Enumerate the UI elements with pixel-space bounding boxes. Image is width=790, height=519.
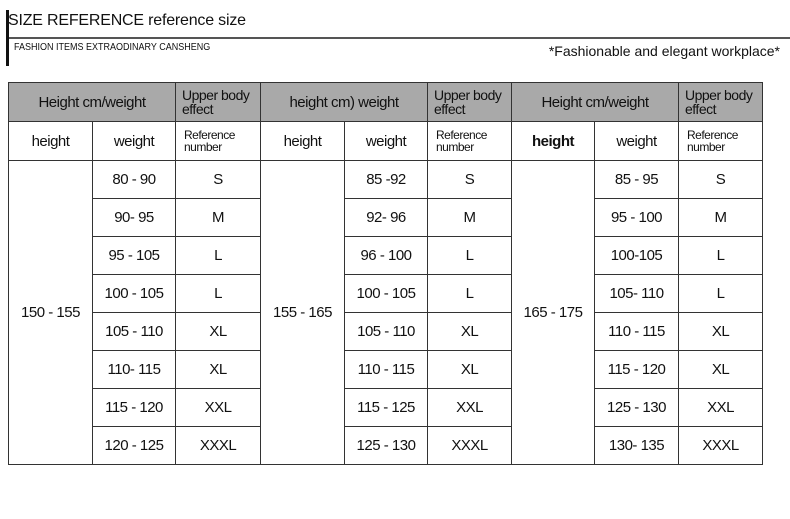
page-title: SIZE REFERENCE reference size [8, 12, 246, 29]
accent-bar [6, 10, 9, 66]
weight-cell: 100-105 [594, 236, 679, 275]
size-cell: S [678, 160, 763, 199]
height-header: height [260, 121, 345, 161]
weight-cell: 96 - 100 [344, 236, 428, 275]
weight-cell: 110 - 115 [594, 312, 679, 351]
group-header: Height cm/weight [511, 82, 679, 122]
weight-cell: 105 - 110 [92, 312, 176, 351]
weight-cell: 105- 110 [594, 274, 679, 313]
table-row: 120 - 125 XXXL 125 - 130 XXXL 130- 135 XXXL [9, 426, 763, 465]
table-row: 95 - 105 L 96 - 100 L 100-105 L [9, 236, 763, 275]
size-cell: XL [678, 350, 763, 389]
reference-header: Reference number [175, 121, 261, 161]
size-cell: XL [175, 350, 261, 389]
weight-header: weight [594, 121, 679, 161]
size-cell: XXXL [175, 426, 261, 465]
size-cell: XXXL [427, 426, 512, 465]
size-cell: XXL [678, 388, 763, 427]
height-header: height [8, 121, 93, 161]
weight-cell: 80 - 90 [92, 160, 176, 199]
weight-cell: 105 - 110 [344, 312, 428, 351]
weight-cell: 125 - 130 [344, 426, 428, 465]
weight-cell: 100 - 105 [92, 274, 176, 313]
weight-header: weight [92, 121, 176, 161]
weight-cell: 110- 115 [92, 350, 176, 389]
height-header: height [511, 121, 595, 161]
size-cell: XXXL [678, 426, 763, 465]
weight-cell: 95 - 100 [594, 198, 679, 237]
size-cell: L [678, 236, 763, 275]
reference-header: Reference number [678, 121, 763, 161]
weight-header: weight [344, 121, 428, 161]
group-header-row: Height cm/weight Upper body effect height … [8, 82, 763, 122]
size-cell: L [175, 236, 261, 275]
weight-cell: 115 - 125 [344, 388, 428, 427]
size-cell: S [175, 160, 261, 199]
height-range-cell: 150 - 155 [8, 160, 93, 465]
group-header: Height cm/weight [8, 82, 176, 122]
weight-cell: 115 - 120 [594, 350, 679, 389]
weight-cell: 85 -92 [344, 160, 428, 199]
weight-cell: 85 - 95 [594, 160, 679, 199]
size-cell: XL [427, 312, 512, 351]
size-chart-table: Height cm/weight Upper body effect height … [8, 82, 763, 465]
table-row: 150 - 155 80 - 90 S 155 - 165 85 -92 S 165 - 1… [8, 160, 763, 465]
effect-header: Upper body effect [175, 82, 261, 122]
size-cell: S [427, 160, 512, 199]
size-cell: M [678, 198, 763, 237]
size-cell: XL [427, 350, 512, 389]
weight-cell: 120 - 125 [92, 426, 176, 465]
weight-cell: 130- 135 [594, 426, 679, 465]
size-cell: M [427, 198, 512, 237]
size-cell: XXL [427, 388, 512, 427]
brand-subtitle: FASHION ITEMS EXTRAODINARY CANSHENG [14, 42, 211, 53]
size-cell: M [175, 198, 261, 237]
size-cell: XL [175, 312, 261, 351]
table-row: 100 - 105 L 100 - 105 L 105- 110 L [9, 274, 763, 313]
effect-header: Upper body effect [427, 82, 512, 122]
table-row: 110- 115 XL 110 - 115 XL 115 - 120 XL [9, 350, 763, 389]
height-range-cell: 165 - 175 [511, 160, 595, 465]
size-cell: L [427, 274, 512, 313]
table-row: 90- 95 M 92- 96 M 95 - 100 M [9, 198, 763, 237]
size-cell: L [678, 274, 763, 313]
height-range-cell: 155 - 165 [260, 160, 345, 465]
weight-cell: 100 - 105 [344, 274, 428, 313]
divider [9, 37, 790, 39]
weight-cell: 110 - 115 [344, 350, 428, 389]
reference-header: Reference number [427, 121, 512, 161]
sub-header-row: height weight Reference number height weight… [8, 121, 763, 161]
effect-header: Upper body effect [678, 82, 763, 122]
table-row: 105 - 110 XL 105 - 110 XL 110 - 115 XL [9, 312, 763, 351]
weight-cell: 92- 96 [344, 198, 428, 237]
slogan: *Fashionable and elegant workplace* [548, 43, 780, 59]
size-cell: XXL [175, 388, 261, 427]
weight-cell: 90- 95 [92, 198, 176, 237]
weight-cell: 95 - 105 [92, 236, 176, 275]
weight-cell: 125 - 130 [594, 388, 679, 427]
group-header: height cm) weight [260, 82, 428, 122]
table-row: 115 - 120 XXL 115 - 125 XXL 125 - 130 XXL [9, 388, 763, 427]
size-cell: L [175, 274, 261, 313]
weight-cell: 115 - 120 [92, 388, 176, 427]
size-cell: L [427, 236, 512, 275]
size-cell: XL [678, 312, 763, 351]
